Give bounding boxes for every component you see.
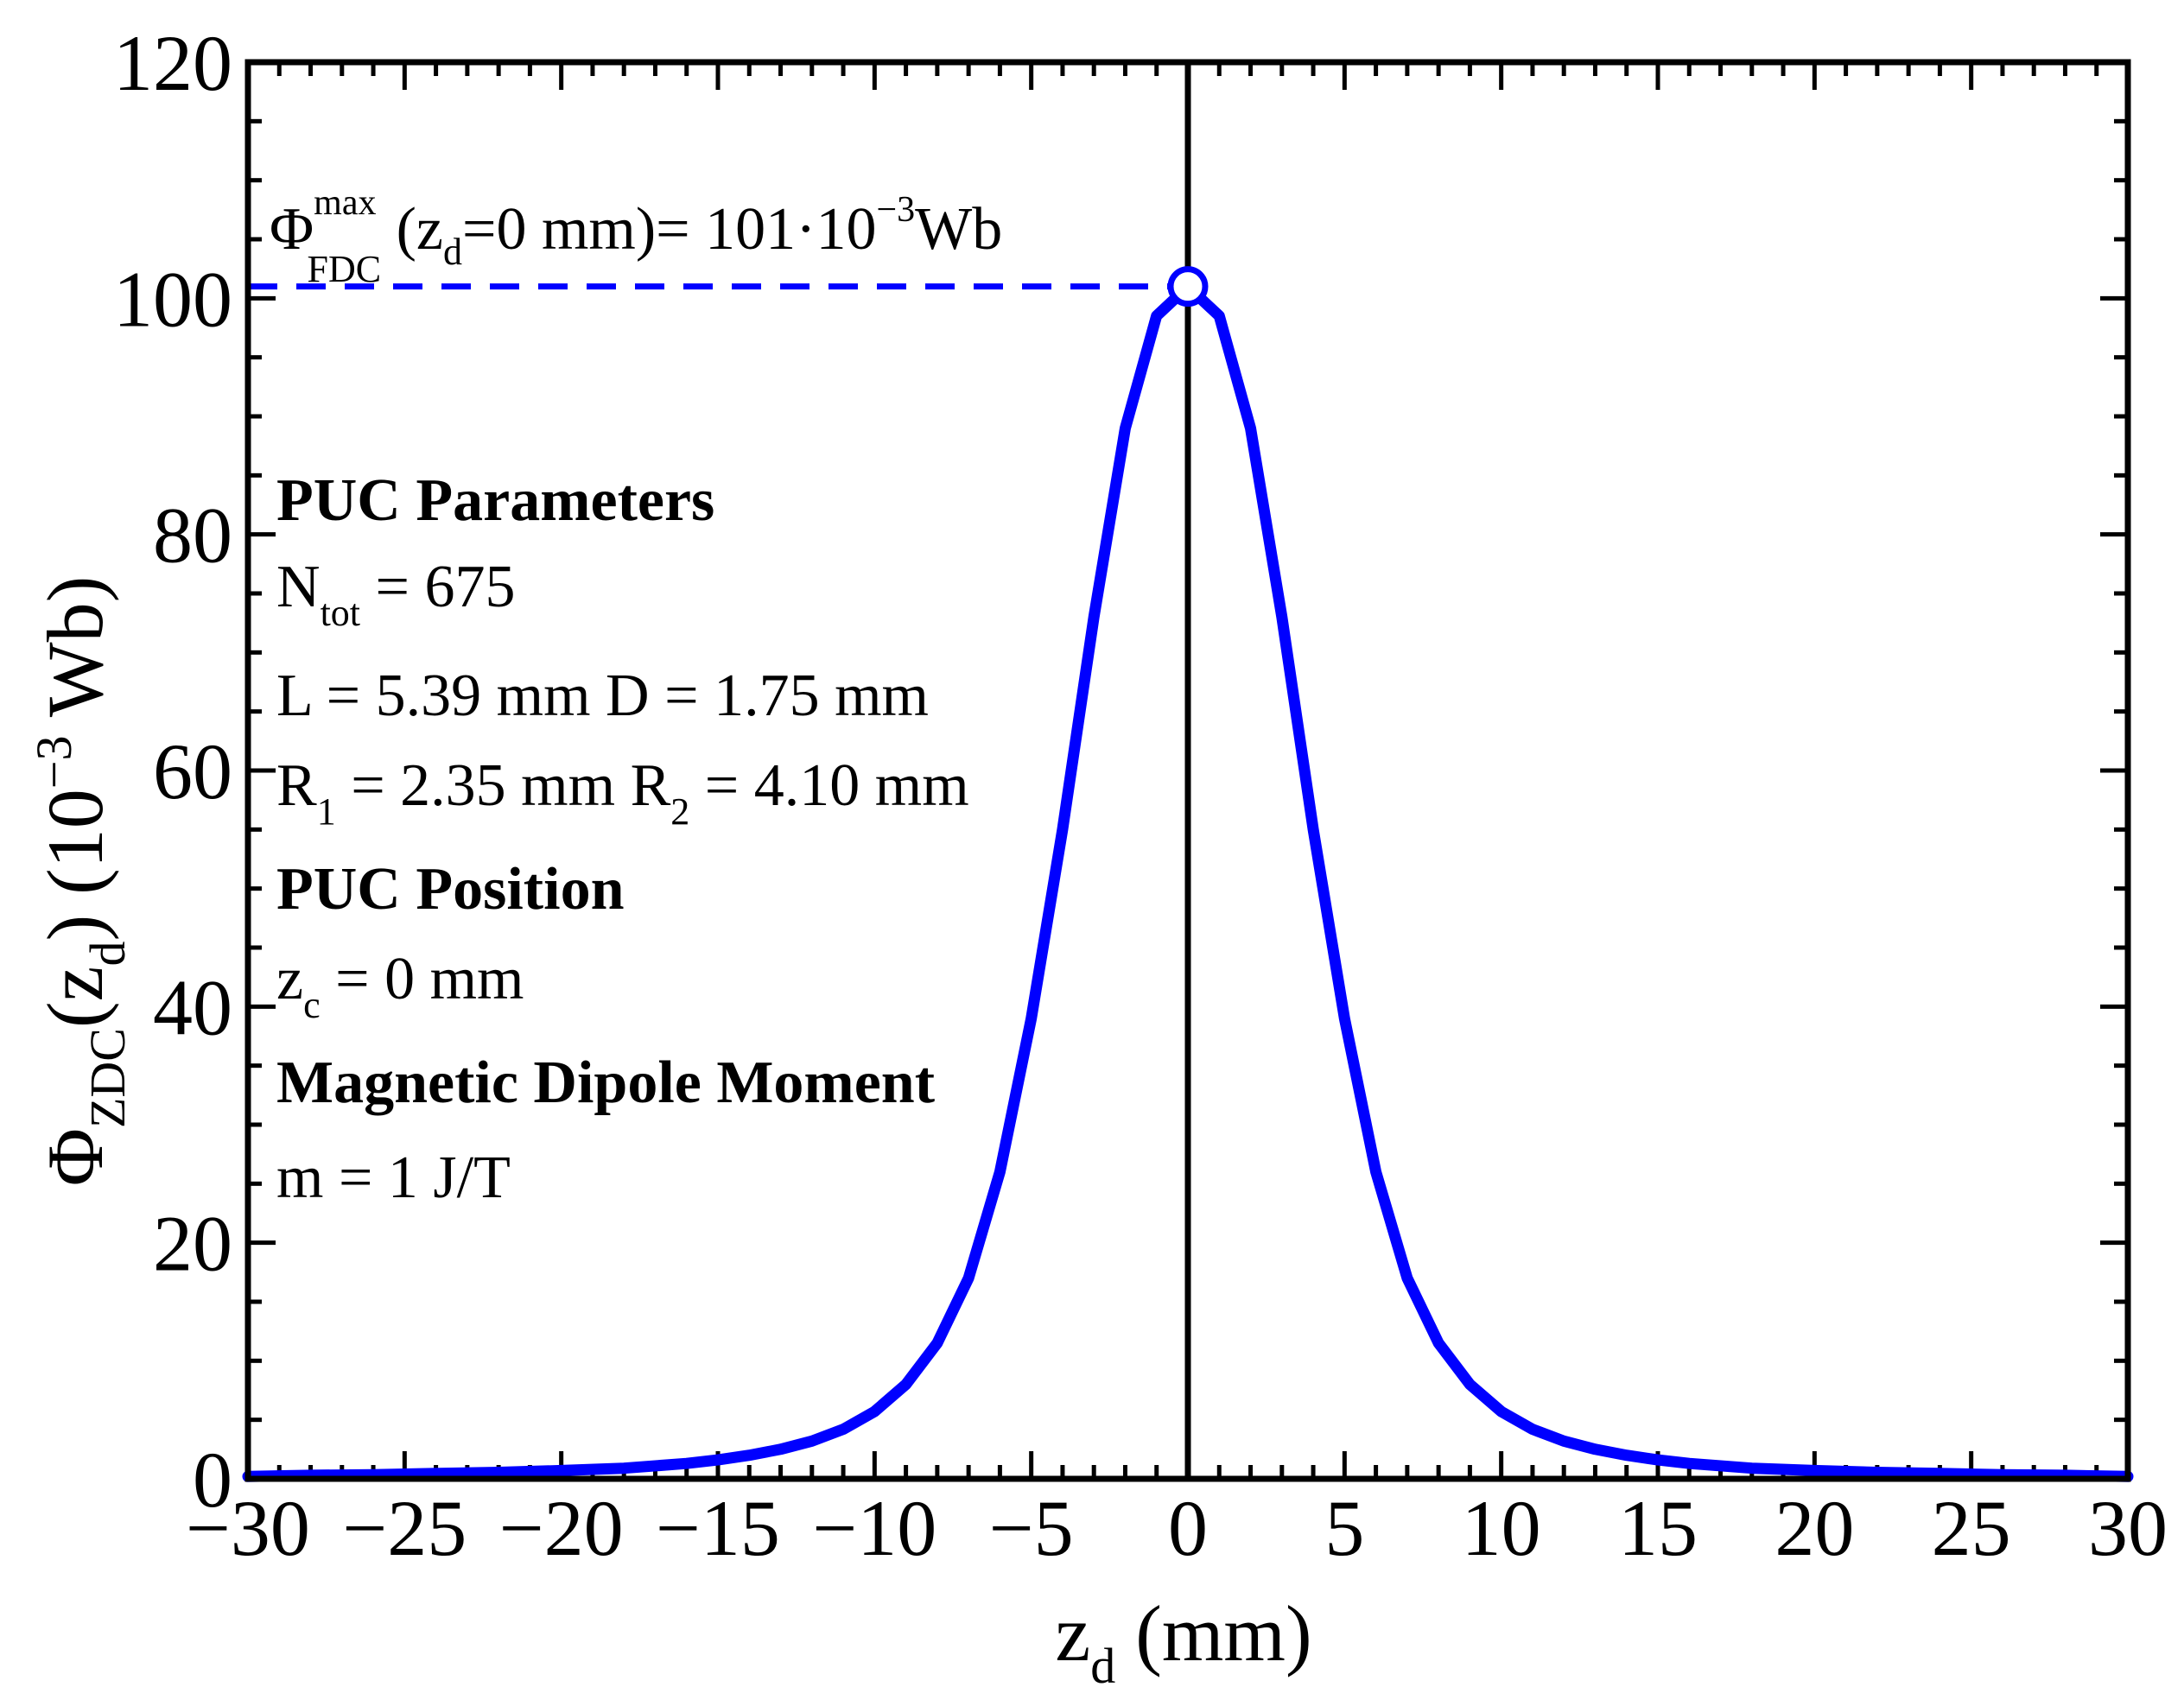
- tick-labels: −30 −25 −20 −15 −10 −5 0 5 10 15 20 25 30 0 20 40 60 80 10…: [113, 19, 2168, 1572]
- dipole-heading: Magnetic Dipole Moment: [276, 1050, 935, 1116]
- puc-parameters-heading: PUC Parameters: [276, 467, 714, 534]
- max-annotation: Φmax FDC (zd=0 mm)= 101·10−3Wb: [270, 183, 1002, 290]
- x-tick-label: 0: [1168, 1484, 1208, 1572]
- y-tick-label: 100: [113, 255, 232, 343]
- y-tick-label: 20: [153, 1200, 232, 1288]
- x-axis-label: zd (mm): [1055, 1589, 1311, 1687]
- x-tick-label: 25: [1932, 1484, 2011, 1572]
- ntot-annotation: Ntot = 675: [276, 554, 516, 634]
- max-point-marker: [1167, 266, 1209, 308]
- y-tick-label: 0: [193, 1436, 232, 1524]
- x-tick-label: −30: [186, 1484, 310, 1572]
- y-axis-label: ΦZDC(zd) (10−3 Wb): [26, 576, 136, 1187]
- plot-frame: [244, 59, 2131, 1482]
- y-tick-label: 120: [113, 19, 232, 107]
- x-tick-label: −15: [656, 1484, 780, 1572]
- y-tick-label: 40: [153, 963, 232, 1051]
- x-tick-label: −5: [989, 1484, 1074, 1572]
- puc-position-heading: PUC Position: [276, 856, 625, 923]
- x-tick-label: −25: [342, 1484, 467, 1572]
- x-tick-label: 30: [2088, 1484, 2168, 1572]
- x-tick-label: −20: [499, 1484, 624, 1572]
- x-tick-label: 20: [1774, 1484, 1854, 1572]
- zc-annotation: zc = 0 mm: [276, 946, 524, 1026]
- x-tick-label: 10: [1462, 1484, 1541, 1572]
- r1-r2-annotation: R1 = 2.35 mm R2 = 4.10 mm: [276, 752, 969, 833]
- y-tick-label: 80: [153, 492, 232, 580]
- l-d-annotation: L = 5.39 mm D = 1.75 mm: [276, 663, 929, 729]
- x-tick-label: −10: [812, 1484, 936, 1572]
- y-tick-label: 60: [153, 727, 232, 815]
- x-tick-label: 5: [1324, 1484, 1364, 1572]
- x-tick-label: 15: [1618, 1484, 1698, 1572]
- m-annotation: m = 1 J/T: [276, 1145, 511, 1211]
